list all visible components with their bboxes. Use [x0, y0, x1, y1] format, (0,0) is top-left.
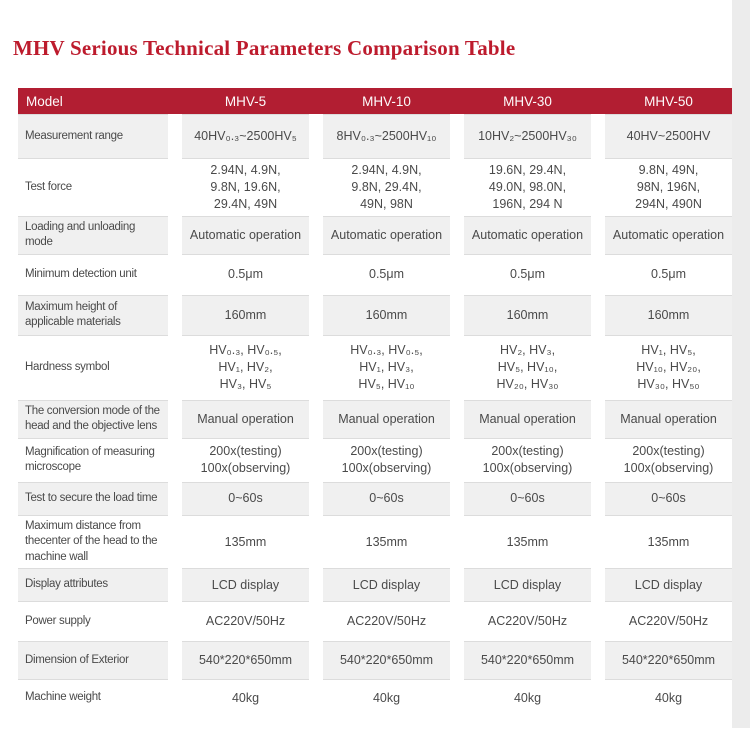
row-label: Display attributes	[18, 568, 168, 602]
table-row: Test to secure the load time 0~60s 0~60s 0~…	[18, 481, 732, 515]
row-label: Magnification of measuring microscope	[18, 437, 168, 482]
row-label: Maximum height of applicable materials	[18, 294, 168, 335]
row-value: Automatic operation	[323, 215, 450, 254]
row-label: Hardness symbol	[18, 334, 168, 400]
row-value: 2.94N, 4.9N, 9.8N, 29.4N, 49N, 98N	[323, 158, 450, 216]
header-col-mhv-5: MHV-5	[224, 93, 267, 109]
table-row: The conversion mode of the head and the …	[18, 399, 732, 438]
row-value: 540*220*650mm	[464, 641, 591, 680]
row-value: 200x(testing) 100x(observing)	[323, 437, 450, 482]
row-value: 9.8N, 49N, 98N, 196N, 294N, 490N	[605, 158, 732, 216]
row-value: 8HV₀.₃~2500HV₁₀	[323, 114, 450, 158]
row-value: HV₂, HV₃, HV₅, HV₁₀, HV₂₀, HV₃₀	[464, 334, 591, 400]
row-value: 200x(testing) 100x(observing)	[464, 437, 591, 482]
row-label: Machine weight	[18, 679, 168, 717]
row-value: 135mm	[464, 514, 591, 569]
row-value: 160mm	[182, 294, 309, 335]
table-row: Magnification of measuring microscope 200…	[18, 437, 732, 482]
row-value: 540*220*650mm	[182, 641, 309, 680]
row-value: 0~60s	[323, 481, 450, 515]
row-value: 0~60s	[464, 481, 591, 515]
table-row: Power supply AC220V/50Hz AC220V/50Hz AC220V…	[18, 601, 732, 642]
row-value: Manual operation	[464, 399, 591, 438]
table-row: Machine weight 40kg 40kg 40kg 40kg	[18, 679, 732, 717]
table-header-row: Model MHV-5 MHV-10 MHV-30 MHV-50	[18, 88, 732, 114]
row-value: 135mm	[605, 514, 732, 569]
row-value: 2.94N, 4.9N, 9.8N, 19.6N, 29.4N, 49N	[182, 158, 309, 216]
row-value: Manual operation	[182, 399, 309, 438]
row-value: 40kg	[464, 679, 591, 717]
header-col-mhv-50: MHV-50	[644, 93, 693, 109]
row-value: 10HV₂~2500HV₃₀	[464, 114, 591, 158]
row-value: 19.6N, 29.4N, 49.0N, 98.0N, 196N, 294 N	[464, 158, 591, 216]
table-row: Test force 2.94N, 4.9N, 9.8N, 19.6N, 29.4…	[18, 158, 732, 216]
row-value: AC220V/50Hz	[182, 601, 309, 642]
row-value: AC220V/50Hz	[323, 601, 450, 642]
row-value: 40kg	[182, 679, 309, 717]
header-model-label: Model	[26, 93, 63, 109]
row-value: 0~60s	[605, 481, 732, 515]
row-value: 0.5μm	[323, 253, 450, 295]
row-value: AC220V/50Hz	[605, 601, 732, 642]
row-value: LCD display	[182, 568, 309, 602]
row-label: Dimension of Exterior	[18, 641, 168, 680]
row-value: LCD display	[605, 568, 732, 602]
header-col-mhv-30: MHV-30	[503, 93, 552, 109]
row-label: Maximum distance from thecenter of the h…	[18, 514, 168, 569]
row-value: 540*220*650mm	[605, 641, 732, 680]
row-label: Power supply	[18, 601, 168, 642]
row-label: Measurement range	[18, 114, 168, 158]
table-row: Maximum height of applicable materials 16…	[18, 294, 732, 335]
table-row: Maximum distance from thecenter of the h…	[18, 514, 732, 569]
row-value: 0.5μm	[605, 253, 732, 295]
row-value: 135mm	[182, 514, 309, 569]
row-value: HV₁, HV₅, HV₁₀, HV₂₀, HV₃₀, HV₅₀	[605, 334, 732, 400]
table-row: Hardness symbol HV₀.₃, HV₀.₅, HV₁, HV₂, H…	[18, 334, 732, 400]
row-value: Automatic operation	[182, 215, 309, 254]
row-value: 200x(testing) 100x(observing)	[605, 437, 732, 482]
row-label: Loading and unloading mode	[18, 215, 168, 254]
row-value: 40kg	[605, 679, 732, 717]
row-value: 0~60s	[182, 481, 309, 515]
table-body: Measurement range 40HV₀.₃~2500HV₅ 8HV₀.₃~2…	[18, 114, 732, 717]
row-value: 40kg	[323, 679, 450, 717]
row-value: 160mm	[605, 294, 732, 335]
row-label: Minimum detection unit	[18, 253, 168, 295]
table-row: Loading and unloading mode Automatic oper…	[18, 215, 732, 254]
row-value: 540*220*650mm	[323, 641, 450, 680]
parameters-table: Model MHV-5 MHV-10 MHV-30 MHV-50 Measure…	[18, 88, 732, 717]
row-value: Automatic operation	[464, 215, 591, 254]
row-label: Test to secure the load time	[18, 481, 168, 515]
row-value: 160mm	[323, 294, 450, 335]
page-edge-band	[732, 0, 750, 728]
table-row: Minimum detection unit 0.5μm 0.5μm 0.5μm 0.5…	[18, 253, 732, 295]
row-value: 40HV₀.₃~2500HV₅	[182, 114, 309, 158]
row-value: 0.5μm	[182, 253, 309, 295]
header-col-mhv-10: MHV-10	[362, 93, 411, 109]
row-value: 0.5μm	[464, 253, 591, 295]
row-label: Test force	[18, 158, 168, 216]
row-value: Manual operation	[323, 399, 450, 438]
table-row: Dimension of Exterior 540*220*650mm 540*22…	[18, 641, 732, 680]
row-value: Manual operation	[605, 399, 732, 438]
row-value: Automatic operation	[605, 215, 732, 254]
row-value: 40HV~2500HV	[605, 114, 732, 158]
row-value: 135mm	[323, 514, 450, 569]
page-title: MHV Serious Technical Parameters Compari…	[13, 36, 516, 60]
row-value: 160mm	[464, 294, 591, 335]
row-value: LCD display	[323, 568, 450, 602]
table-row: Measurement range 40HV₀.₃~2500HV₅ 8HV₀.₃~2…	[18, 114, 732, 158]
row-label: The conversion mode of the head and the …	[18, 399, 168, 438]
row-value: AC220V/50Hz	[464, 601, 591, 642]
table-row: Display attributes LCD display LCD display…	[18, 568, 732, 602]
row-value: 200x(testing) 100x(observing)	[182, 437, 309, 482]
row-value: LCD display	[464, 568, 591, 602]
row-value: HV₀.₃, HV₀.₅, HV₁, HV₃, HV₅, HV₁₀	[323, 334, 450, 400]
row-value: HV₀.₃, HV₀.₅, HV₁, HV₂, HV₃, HV₅	[182, 334, 309, 400]
